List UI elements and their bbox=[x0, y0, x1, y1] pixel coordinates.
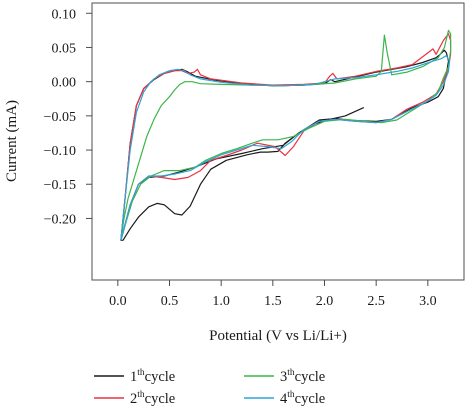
series-line-4 bbox=[120, 55, 451, 241]
y-axis-title: Current (mA) bbox=[4, 100, 20, 182]
y-tick-label: −0.05 bbox=[44, 110, 76, 125]
x-tick-label: 1.5 bbox=[264, 294, 282, 309]
y-tick-label: 0.00 bbox=[52, 76, 77, 91]
x-tick-label: 3.0 bbox=[419, 294, 437, 309]
legend-item: 2thcycle bbox=[94, 390, 175, 407]
x-tick-label: 1.0 bbox=[212, 294, 230, 309]
legend-item: 1thcycle bbox=[94, 368, 175, 385]
series-line-1 bbox=[120, 49, 450, 241]
x-tick-label: 2.5 bbox=[367, 294, 385, 309]
series-layer bbox=[120, 29, 452, 241]
legend: 1thcycle 2thcycle 3thcycle 4thcycle bbox=[94, 368, 325, 407]
y-axis: 0.10 0.05 0.00 −0.05 −0.10 −0.15 −0.20 bbox=[44, 7, 92, 227]
legend-label: 2thcycle bbox=[130, 390, 175, 407]
y-tick-label: −0.15 bbox=[44, 178, 76, 193]
x-tick-label: 0.0 bbox=[109, 294, 127, 309]
x-tick-label: 0.5 bbox=[161, 294, 179, 309]
x-axis-title: Potential (V vs Li/Li+) bbox=[209, 328, 347, 344]
y-tick-label: −0.20 bbox=[44, 212, 76, 227]
legend-label: 3thcycle bbox=[280, 368, 325, 385]
y-tick-label: −0.10 bbox=[44, 144, 76, 159]
legend-label: 4thcycle bbox=[280, 390, 325, 407]
plot-frame bbox=[91, 2, 465, 281]
legend-label: 1thcycle bbox=[130, 368, 175, 385]
series-line-2 bbox=[120, 33, 452, 241]
x-axis: 0.0 0.5 1.0 1.5 2.0 2.5 3.0 bbox=[109, 280, 437, 309]
legend-item: 3thcycle bbox=[244, 368, 325, 385]
y-tick-label: 0.10 bbox=[52, 7, 77, 22]
y-tick-label: 0.05 bbox=[52, 41, 77, 56]
x-tick-label: 2.0 bbox=[316, 294, 334, 309]
legend-item: 4thcycle bbox=[244, 390, 325, 407]
series-line-3 bbox=[120, 29, 452, 241]
